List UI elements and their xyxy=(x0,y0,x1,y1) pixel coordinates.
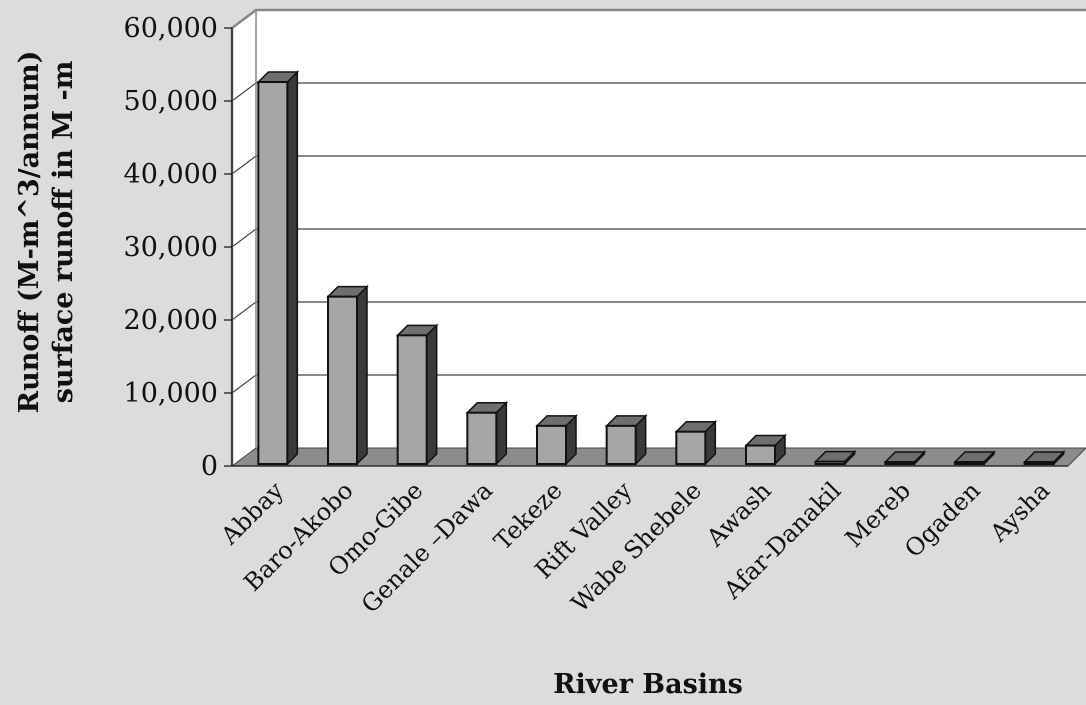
bar-front xyxy=(884,461,916,465)
bar-front xyxy=(396,334,428,465)
bar xyxy=(953,450,996,466)
x-tick-label: Aysha xyxy=(984,476,1055,547)
y-tick-label: 50,000 xyxy=(124,86,218,117)
bar-front xyxy=(257,81,289,466)
y-tick-label: 30,000 xyxy=(124,232,218,263)
bar xyxy=(883,450,927,466)
bar xyxy=(256,70,300,466)
y-tick-label: 60,000 xyxy=(124,13,218,44)
x-axis-title: River Basins xyxy=(553,669,743,700)
bar-front xyxy=(605,424,637,466)
bar-front xyxy=(954,461,985,465)
bar-front xyxy=(814,460,846,465)
bar xyxy=(465,400,509,466)
y-axis-title-line: Runoff (M-m^3/annum) xyxy=(14,51,45,414)
bar-front xyxy=(327,295,358,466)
bar xyxy=(395,323,439,466)
bar xyxy=(813,449,857,466)
bar xyxy=(1022,450,1066,466)
bar-front xyxy=(1023,461,1055,465)
bar xyxy=(744,433,787,466)
bar-side xyxy=(425,323,438,466)
bar-front xyxy=(675,430,707,466)
x-tick-label: Wabe Shebele xyxy=(566,476,707,617)
bar xyxy=(535,414,578,466)
bar-side xyxy=(286,70,299,466)
bar-front xyxy=(536,424,567,466)
y-tick-label: 0 xyxy=(201,451,218,482)
y-tick-label: 40,000 xyxy=(124,159,218,190)
bar-front xyxy=(745,444,776,465)
y-tick-label: 10,000 xyxy=(124,378,218,409)
x-tick-label: Genale –Dawa xyxy=(356,476,498,618)
bar xyxy=(604,414,648,466)
x-tick-label: Ogaden xyxy=(899,476,986,563)
bar xyxy=(674,419,718,466)
bar xyxy=(326,284,369,466)
y-tick-label: 20,000 xyxy=(124,305,218,336)
bar-front xyxy=(466,411,498,465)
y-axis-title-line: surface runoff in M -m xyxy=(48,61,79,404)
bar-side xyxy=(356,284,368,466)
